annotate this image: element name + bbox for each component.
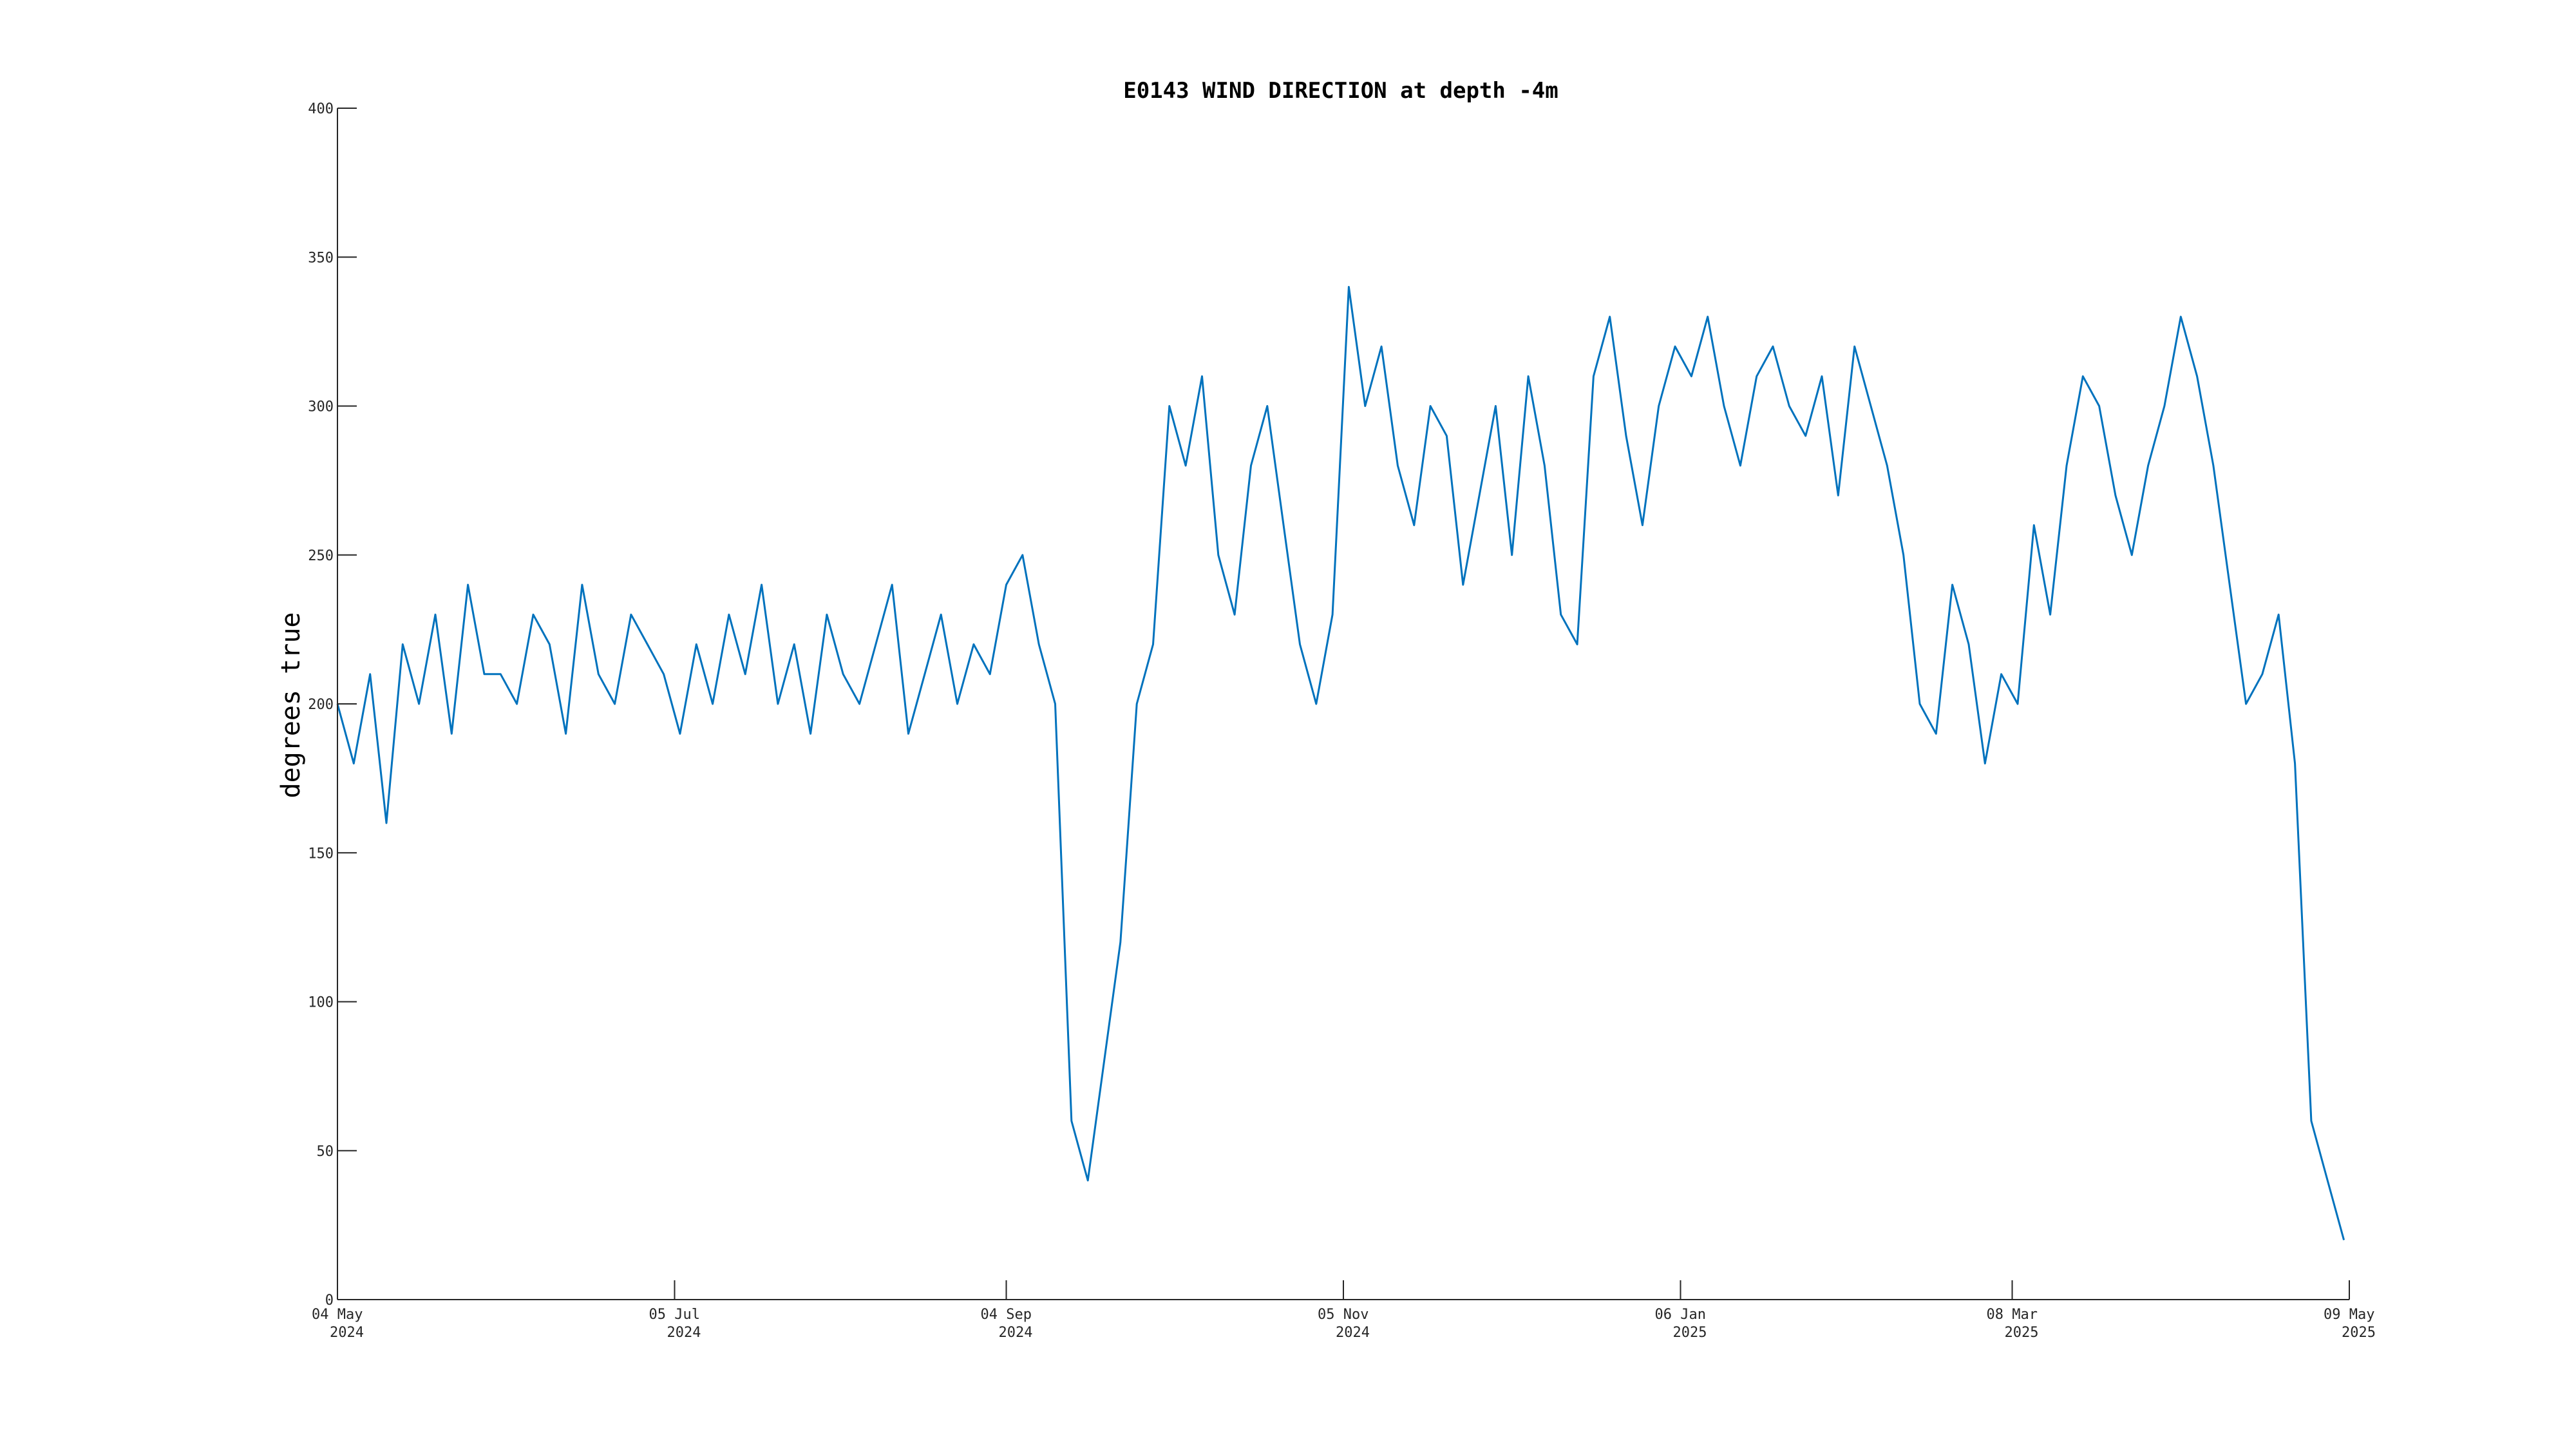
x-axis-ticks: 04 May 2024 05 Jul 2024 04 Sep 2024 05 Nov 2024… — [312, 1280, 2376, 1341]
y-tick-label: 250 — [308, 548, 334, 564]
y-tick-label: 400 — [308, 101, 334, 117]
y-tick-label: 150 — [308, 846, 334, 862]
x-tick-label-date: 04 May — [312, 1307, 363, 1323]
x-tick-label-date: 05 Jul — [649, 1307, 699, 1323]
y-tick-label: 350 — [308, 250, 334, 266]
x-tick-label-year: 2025 — [1672, 1325, 1707, 1341]
y-tick-label: 100 — [308, 995, 334, 1011]
y-tick-label: 0 — [325, 1293, 334, 1309]
x-tick-label-year: 2024 — [330, 1325, 364, 1341]
y-tick-label: 50 — [317, 1144, 334, 1160]
x-tick-label-year: 2024 — [1336, 1325, 1370, 1341]
x-tick-label-date: 08 Mar — [1987, 1307, 2038, 1323]
x-tick-label-year: 2024 — [999, 1325, 1033, 1341]
x-tick-label-date: 04 Sep — [981, 1307, 1032, 1323]
x-tick-label-year: 2025 — [2005, 1325, 2039, 1341]
series-group — [336, 286, 2345, 1240]
x-tick-label-date: 09 May — [2324, 1307, 2374, 1323]
chart-title: E0143 WIND DIRECTION at depth -4m — [1123, 78, 1558, 104]
series-line — [336, 286, 2345, 1240]
x-tick-label-date: 05 Nov — [1318, 1307, 1368, 1323]
x-tick-label-date: 06 Jan — [1654, 1307, 1705, 1323]
y-tick-label: 300 — [308, 399, 334, 415]
x-tick-label-year: 2025 — [2342, 1325, 2376, 1341]
y-axis-label: degrees true — [276, 612, 306, 799]
y-axis-ticks: 0 50 100 150 200 250 300 350 400 — [308, 101, 357, 1309]
x-tick-label-year: 2024 — [667, 1325, 701, 1341]
y-tick-label: 200 — [308, 697, 334, 713]
plot-area — [336, 286, 2345, 1240]
